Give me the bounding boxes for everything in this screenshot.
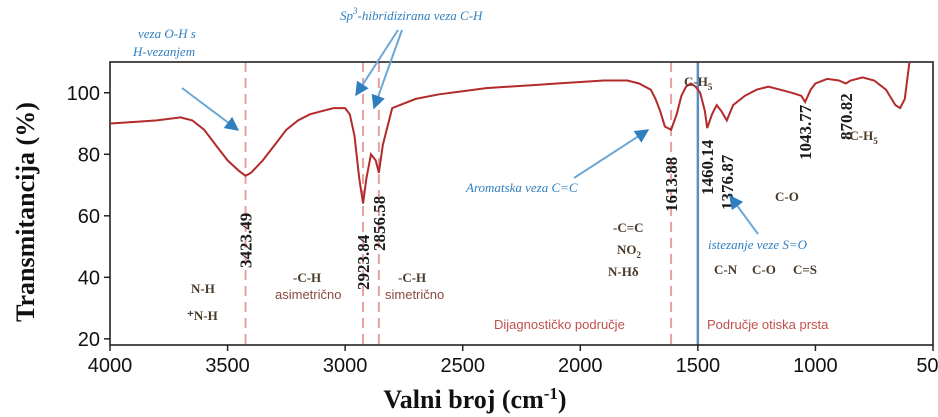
arrow-aromatic [573, 129, 650, 179]
y-tick-label: 40 [78, 267, 100, 289]
axis-ticks: 4000 3500 3000 2500 2000 1500 1000 500 20 40 60 80 1… [67, 83, 938, 377]
y-tick-label: 20 [78, 329, 100, 351]
region-diagnostic: Dijagnostičko područje [494, 317, 625, 332]
arrow-sp3-sym [371, 29, 403, 110]
label-sym: simetrično [385, 287, 444, 302]
ftir-spectrum-line [109, 61, 911, 204]
label-co: C-O [752, 262, 776, 277]
region-fingerprint: Područje otiska prsta [707, 317, 829, 332]
peak-label: 1613.88 [662, 157, 681, 212]
y-axis-title: Transmitancija (%) [11, 102, 40, 322]
peak-label: 870.82 [837, 93, 856, 140]
x-tick-label: 3500 [205, 355, 250, 377]
label-ch-sym: -C-H [398, 270, 426, 285]
x-tick-label: 500 [916, 355, 938, 377]
x-axis-title: Valni broj (cm-1) [383, 384, 566, 414]
arrow-so [729, 194, 759, 235]
x-tick-label: 3000 [323, 355, 368, 377]
peak-label: 3423.49 [237, 213, 256, 268]
annotation-so: istezanje veze S=O [708, 237, 808, 252]
label-cs: C=S [793, 262, 817, 277]
x-tick-label: 2000 [558, 355, 603, 377]
x-tick-label: 1000 [793, 355, 838, 377]
arrow-oh [181, 87, 240, 131]
x-tick-label: 4000 [88, 355, 133, 377]
x-tick-label: 2500 [440, 355, 485, 377]
label-ch5-top: C-H5 [684, 74, 713, 92]
label-nhd: N-Hδ [608, 264, 639, 279]
label-cc: -C=C [613, 220, 644, 235]
label-cn: C-N [714, 262, 738, 277]
x-tick-label: 1500 [676, 355, 721, 377]
y-tick-label: 80 [78, 144, 100, 166]
label-ch-asym: -C-H [293, 270, 321, 285]
peak-label: 2923.84 [354, 234, 373, 290]
y-tick-label: 60 [78, 206, 100, 228]
peak-label: 1043.77 [796, 104, 815, 160]
label-nh-plus: ⁺N-H [187, 308, 218, 323]
label-ch5-right: =C-H5 [842, 128, 878, 146]
annotation-aromatic: Aromatska veza C=C [465, 180, 578, 195]
label-asym: asimetrično [275, 287, 341, 302]
label-co-mid: C-O [775, 189, 799, 204]
annotation-oh-line2: H-vezanjem [132, 44, 195, 59]
plot-frame [109, 61, 934, 346]
peak-label: 1460.14 [698, 139, 717, 195]
arrow-sp3-asym [355, 29, 399, 97]
peak-label: 2856.58 [370, 196, 389, 251]
annotation-oh-line1: veza O-H s [138, 26, 196, 41]
label-nh: N-H [191, 281, 215, 296]
annotation-sp3: Sp3-hibridizirana veza C-H [340, 6, 483, 23]
label-no2: NO2 [617, 242, 642, 260]
y-tick-label: 100 [67, 83, 100, 105]
marker-lines [244, 62, 700, 345]
